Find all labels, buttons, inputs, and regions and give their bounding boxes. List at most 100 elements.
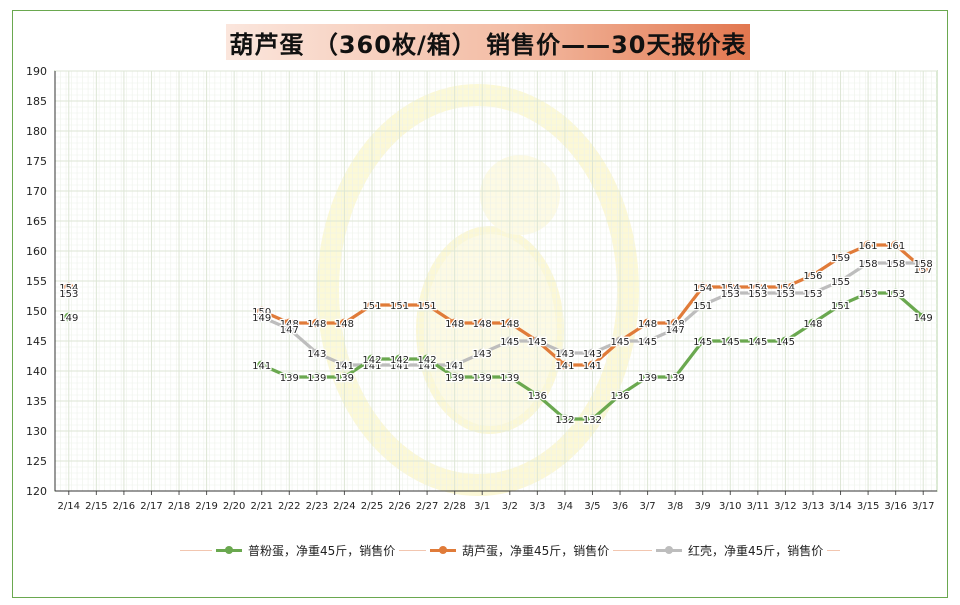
data-point-series-1 — [808, 318, 818, 328]
legend-item-series-2: 葫芦蛋，净重45斤，销售价 — [426, 542, 614, 559]
chart-title: 葫芦蛋 （360枚/箱） 销售价——30天报价表 — [226, 24, 750, 60]
x-tick-label: 2/25 — [361, 501, 383, 512]
x-tick-label: 3/3 — [529, 501, 545, 512]
data-point-series-2 — [395, 300, 405, 310]
data-label-series-2: 151 — [390, 301, 409, 312]
data-label-series-1: 132 — [583, 415, 602, 426]
data-point-series-1 — [367, 354, 377, 364]
data-label-series-2: 156 — [803, 271, 822, 282]
data-label-series-2: 154 — [776, 283, 795, 294]
x-tick-label: 3/6 — [612, 501, 628, 512]
data-label-series-3: 145 — [610, 337, 629, 348]
data-point-series-3 — [560, 348, 570, 358]
y-tick-label: 165 — [26, 215, 47, 228]
legend-item-series-1: 普粉蛋，净重45斤，销售价 — [212, 542, 400, 559]
data-label-series-3: 153 — [803, 289, 822, 300]
data-point-series-3 — [477, 348, 487, 358]
data-label-series-1: 139 — [666, 373, 685, 384]
data-point-series-1 — [339, 372, 349, 382]
data-label-series-2: 148 — [473, 319, 492, 330]
data-point-series-1 — [450, 372, 460, 382]
data-point-series-2 — [891, 240, 901, 250]
data-label-series-1: 145 — [693, 337, 712, 348]
data-point-series-3 — [587, 348, 597, 358]
data-point-series-2 — [560, 360, 570, 370]
data-label-series-1: 139 — [500, 373, 519, 384]
x-tick-label: 3/17 — [912, 501, 934, 512]
data-label-series-3: 153 — [748, 289, 767, 300]
y-tick-label: 140 — [26, 365, 47, 378]
data-label-series-2: 148 — [500, 319, 519, 330]
data-label-series-3: 151 — [693, 301, 712, 312]
data-label-series-1: 139 — [335, 373, 354, 384]
data-label-series-1: 149 — [914, 313, 933, 324]
data-point-series-3 — [284, 324, 294, 334]
legend-label-series-3: 红壳，净重45斤，销售价 — [688, 544, 824, 558]
legend-swatch-series-2 — [430, 546, 456, 554]
data-label-series-3: 141 — [390, 361, 409, 372]
data-label-series-2: 154 — [721, 283, 740, 294]
data-label-series-1: 139 — [280, 373, 299, 384]
data-point-series-1 — [643, 372, 653, 382]
data-point-series-1 — [891, 288, 901, 298]
data-point-series-3 — [836, 276, 846, 286]
data-point-series-3 — [780, 288, 790, 298]
x-tick-label: 2/24 — [333, 501, 355, 512]
data-point-series-3 — [312, 348, 322, 358]
y-tick-label: 145 — [26, 335, 47, 348]
data-point-series-2 — [808, 270, 818, 280]
data-point-series-1 — [587, 414, 597, 424]
data-point-series-1 — [670, 372, 680, 382]
data-point-series-1 — [422, 354, 432, 364]
legend: 普粉蛋，净重45斤，销售价 葫芦蛋，净重45斤，销售价 红壳，净重45斤，销售价 — [180, 540, 840, 560]
data-point-series-1 — [477, 372, 487, 382]
data-point-series-1 — [836, 300, 846, 310]
data-label-series-1: 139 — [638, 373, 657, 384]
data-label-series-2: 145 — [528, 337, 547, 348]
x-tick-label: 3/10 — [719, 501, 741, 512]
data-label-series-3: 158 — [886, 259, 905, 270]
x-tick-label: 3/8 — [667, 501, 683, 512]
data-label-series-1: 136 — [528, 391, 547, 402]
data-label-series-2: 151 — [418, 301, 437, 312]
data-point-series-1 — [863, 288, 873, 298]
data-label-series-1: 153 — [859, 289, 878, 300]
x-tick-label: 2/20 — [223, 501, 245, 512]
y-tick-label: 125 — [26, 455, 47, 468]
data-label-series-1: 148 — [803, 319, 822, 330]
data-label-series-1: 141 — [252, 361, 271, 372]
legend-swatch-series-1 — [216, 546, 242, 554]
y-tick-label: 175 — [26, 155, 47, 168]
x-tick-label: 2/19 — [195, 501, 217, 512]
data-label-series-3: 145 — [528, 337, 547, 348]
data-point-series-3 — [339, 360, 349, 370]
x-tick-label: 3/15 — [857, 501, 879, 512]
data-point-series-3 — [64, 288, 74, 298]
data-label-series-3: 158 — [859, 259, 878, 270]
data-label-series-1: 132 — [555, 415, 574, 426]
data-point-series-2 — [698, 282, 708, 292]
data-label-series-2: 151 — [362, 301, 381, 312]
x-tick-label: 2/16 — [113, 501, 135, 512]
x-tick-label: 3/14 — [829, 501, 851, 512]
data-label-series-1: 142 — [390, 355, 409, 366]
y-tick-label: 150 — [26, 305, 47, 318]
data-point-series-2 — [312, 318, 322, 328]
data-point-series-3 — [863, 258, 873, 268]
x-tick-label: 2/15 — [85, 501, 107, 512]
data-label-series-1: 139 — [445, 373, 464, 384]
data-label-series-1: 139 — [307, 373, 326, 384]
data-point-series-1 — [560, 414, 570, 424]
data-label-series-3: 141 — [362, 361, 381, 372]
x-tick-label: 2/27 — [416, 501, 438, 512]
data-point-series-3 — [450, 360, 460, 370]
data-label-series-2: 154 — [693, 283, 712, 294]
data-label-series-1: 142 — [362, 355, 381, 366]
y-tick-label: 160 — [26, 245, 47, 258]
x-tick-label: 3/11 — [747, 501, 769, 512]
data-label-series-3: 147 — [666, 325, 685, 336]
legend-item-series-3: 红壳，净重45斤，销售价 — [652, 542, 828, 559]
x-tick-label: 3/9 — [695, 501, 711, 512]
data-label-series-3: 141 — [335, 361, 354, 372]
